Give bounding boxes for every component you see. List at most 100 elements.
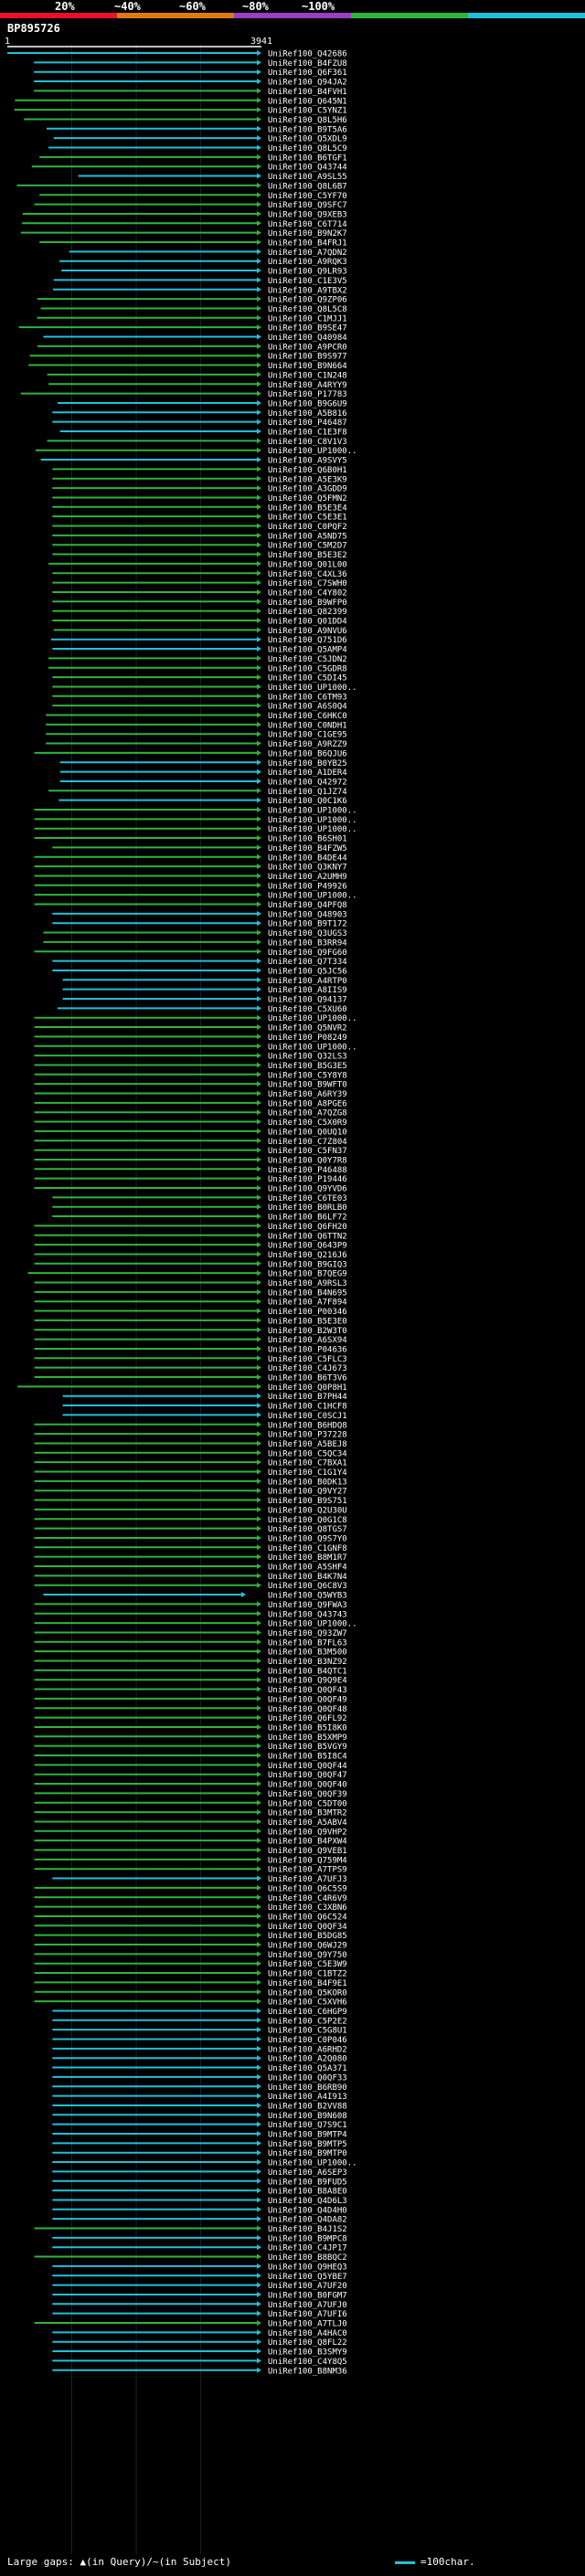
hit-label: UniRef100_Q9HEQ3 — [268, 2263, 347, 2272]
hit-label: UniRef100_Q94137 — [268, 996, 347, 1005]
hit-label: UniRef100_UP1000.. — [268, 2159, 357, 2168]
hit-arrow — [257, 239, 261, 245]
hit-arrow — [257, 684, 261, 690]
hit-label: UniRef100_Q40984 — [268, 334, 347, 343]
legend-label: ~100% — [302, 0, 335, 13]
hit-label: UniRef100_Q0QF40 — [268, 1781, 347, 1790]
hit-label: UniRef100_C1MJJ1 — [268, 314, 347, 323]
hit-arrow — [257, 1383, 261, 1390]
hit-arrow — [257, 390, 261, 397]
hit-label: UniRef100_Q2U30U — [268, 1506, 347, 1515]
hit-arrow — [257, 1686, 261, 1692]
hit-arrow — [257, 1024, 261, 1031]
hit-label: UniRef100_B5E3E4 — [268, 504, 347, 513]
hit-label: UniRef100_B9T5A6 — [268, 125, 347, 134]
hit-arrow — [257, 807, 261, 812]
hit-arrow — [257, 608, 261, 614]
legend-segment — [351, 13, 468, 18]
hit-arrow — [257, 2064, 261, 2071]
hit-label: UniRef100_A8PGE6 — [268, 1099, 347, 1108]
hit-label: UniRef100_Q0C1K6 — [268, 797, 347, 806]
hit-label: UniRef100_A9RQK3 — [268, 258, 347, 267]
hit-label: UniRef100_A9RZZ9 — [268, 740, 347, 749]
hit-arrow — [257, 125, 261, 132]
hit-arrow — [257, 1582, 261, 1588]
hit-label: UniRef100_C5G8U1 — [268, 2027, 347, 2036]
hit-label: UniRef100_B6LF72 — [268, 1214, 347, 1223]
hit-label: UniRef100_Q9S7Y0 — [268, 1534, 347, 1543]
hit-arrow — [257, 2338, 261, 2345]
hit-arrow — [257, 532, 261, 538]
hit-arrow — [257, 1260, 261, 1267]
hit-arrow — [257, 646, 261, 652]
hit-label: UniRef100_C1BTZ2 — [268, 1970, 347, 1979]
hit-label: UniRef100_UP1000.. — [268, 447, 357, 456]
hit-arrow — [257, 778, 261, 784]
hit-arrow — [257, 1223, 261, 1229]
hit-arrow — [257, 655, 261, 662]
hit-label: UniRef100_Q0QF33 — [268, 2073, 347, 2083]
hit-label: UniRef100_B3SMY9 — [268, 2348, 347, 2358]
hit-arrow — [257, 618, 261, 623]
hit-arrow — [257, 1620, 261, 1627]
hit-arrow — [257, 2206, 261, 2212]
hit-label: UniRef100_C5FLC3 — [268, 1355, 347, 1364]
hit-arrow — [257, 1478, 261, 1484]
hit-label: UniRef100_Q5XDL9 — [268, 135, 347, 144]
hit-arrow — [257, 1564, 261, 1569]
hit-arrow — [257, 457, 261, 463]
hit-label: UniRef100_Q0QF47 — [268, 1771, 347, 1780]
hit-arrow — [257, 1156, 261, 1162]
hit-arrow — [257, 825, 261, 832]
hit-label: UniRef100_C3XBN6 — [268, 1903, 347, 1913]
hit-arrow — [257, 1355, 261, 1362]
hit-arrow — [257, 277, 261, 283]
hit-label: UniRef100_B0YB25 — [268, 759, 347, 769]
hit-arrow — [257, 2036, 261, 2042]
hit-arrow — [257, 1979, 261, 1986]
hit-label: UniRef100_Q8L5C8 — [268, 305, 347, 314]
hit-label: UniRef100_C1N248 — [268, 371, 347, 380]
hit-label: UniRef100_B3M500 — [268, 1648, 347, 1658]
hit-arrow — [257, 731, 261, 737]
hit-label: UniRef100_B6RB90 — [268, 2083, 347, 2093]
hit-arrow — [257, 1903, 261, 1910]
hit-arrow — [257, 2121, 261, 2127]
hit-label: UniRef100_B5I8K0 — [268, 1723, 347, 1733]
hit-arrow — [257, 910, 261, 917]
hit-arrow — [257, 324, 261, 331]
hit-arrow — [257, 1970, 261, 1977]
hit-label: UniRef100_A8IIS9 — [268, 986, 347, 995]
hit-label: UniRef100_C0NDH1 — [268, 721, 347, 730]
hit-arrow — [257, 1677, 261, 1683]
hit-label: UniRef100_Q5AMP4 — [268, 646, 347, 655]
hit-arrow — [257, 305, 261, 312]
hit-arrow — [257, 1403, 261, 1409]
hit-arrow — [257, 1279, 261, 1286]
hit-label: UniRef100_C5XVH6 — [268, 1998, 347, 2008]
hit-label: UniRef100_C6HKC0 — [268, 712, 347, 721]
hit-arrow — [257, 353, 261, 359]
hit-label: UniRef100_A7UFJ0 — [268, 2301, 347, 2310]
hit-label: UniRef100_B4J1S2 — [268, 2225, 347, 2234]
hit-label: UniRef100_C5Y8Y8 — [268, 1071, 347, 1080]
hit-arrow — [257, 1544, 261, 1551]
hit-arrow — [257, 1440, 261, 1447]
hit-label: UniRef100_Q9XEB3 — [268, 210, 347, 219]
hit-label: UniRef100_Q6C8V3 — [268, 1582, 347, 1591]
hit-label: UniRef100_UP1000.. — [268, 807, 357, 816]
hit-arrow — [257, 1393, 261, 1399]
hit-arrow — [257, 636, 261, 642]
hit-arrow — [257, 2216, 261, 2222]
hit-arrow — [257, 949, 261, 955]
hit-label: UniRef100_Q3KNY7 — [268, 864, 347, 873]
hit-label: UniRef100_B4F9E1 — [268, 1979, 347, 1988]
hit-label: UniRef100_Q4PFQ8 — [268, 901, 347, 910]
hit-arrow — [257, 967, 261, 973]
hit-label: UniRef100_Q1JZ74 — [268, 788, 347, 797]
hit-arrow — [257, 1942, 261, 1947]
hit-label: UniRef100_C8V1V3 — [268, 438, 347, 447]
hit-arrow — [257, 447, 261, 453]
hit-label: UniRef100_Q5NVR2 — [268, 1024, 347, 1034]
hit-label: UniRef100_B4N695 — [268, 1288, 347, 1298]
